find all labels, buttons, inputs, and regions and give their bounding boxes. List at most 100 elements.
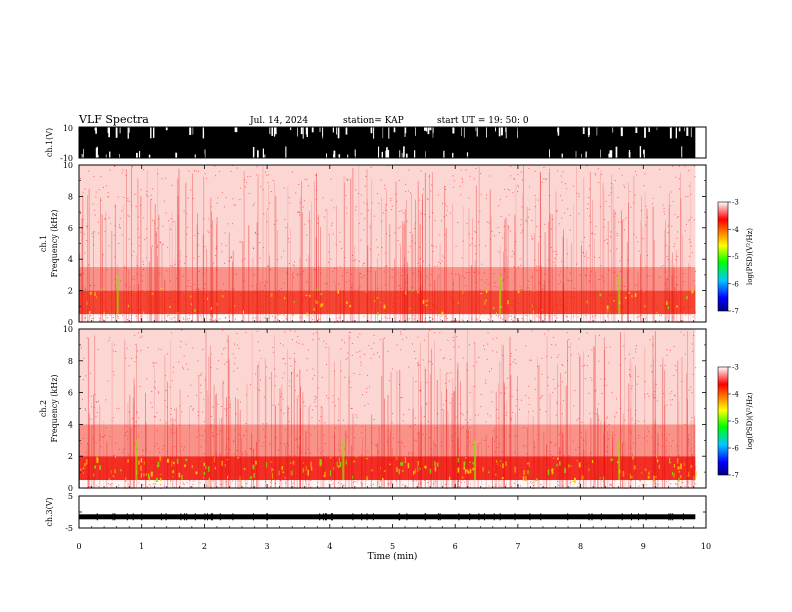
ch1-spec-hotspot (425, 300, 426, 303)
ch2-spec-hotspot (221, 460, 223, 466)
ch2-spec-speckle (580, 330, 582, 332)
ch2-spec-speckle (419, 389, 421, 391)
ch1-spec-streak (351, 282, 353, 322)
ch2-spec-speckle (355, 424, 357, 426)
ch1-waveform-gap (581, 154, 582, 159)
ch1-spec-streak (146, 170, 148, 322)
ch2-spec-speckle (364, 353, 366, 355)
ch1-spec-hotspot (425, 304, 428, 307)
ch2-spec-speckle (499, 485, 501, 487)
ch2-spec-speckle (252, 486, 254, 488)
ch2-spec-speckle (574, 472, 575, 473)
ch1-waveform-gap (139, 151, 141, 158)
ch1-spec-speckle (230, 256, 232, 258)
ch1-spec-speckle (476, 318, 478, 320)
ch1-spec-streak (316, 173, 317, 322)
ch2-spec-streak (412, 408, 414, 488)
ch2-spec-speckle (603, 468, 604, 470)
ch2-spec-streak (533, 441, 535, 488)
ch1-spec-speckle (220, 289, 222, 291)
ch2-spec-speckle (116, 407, 118, 409)
ch2-spec-speckle (234, 343, 235, 345)
ch2-spec-speckle (234, 357, 236, 359)
ch1-spec-speckle (281, 256, 282, 258)
ch2-spec-hotspot (457, 457, 459, 463)
ch1-spec-speckle (141, 280, 143, 282)
ch1-spec-speckle (264, 171, 266, 173)
ch1-spec-speckle (515, 310, 517, 312)
ch2-spec-speckle (457, 442, 459, 444)
ch2-spec-speckle (607, 438, 609, 440)
ch2-spec-speckle (620, 466, 622, 468)
ch2-spec-speckle (198, 375, 200, 377)
ch2-spec-speckle (546, 355, 548, 357)
ch2-spec-speckle (139, 386, 141, 387)
ch1-spec-streak (540, 173, 541, 322)
ch2-spec-hotspot (181, 474, 183, 480)
ch1-spec-speckle (233, 289, 235, 291)
ch2-spec-speckle (307, 448, 309, 450)
ch2-spec-speckle (238, 347, 240, 349)
ch1-spec-speckle (644, 173, 646, 175)
ch1-spec-speckle (247, 176, 249, 178)
ch2-spec-speckle (156, 443, 158, 445)
ch1-spec-streak (548, 221, 550, 322)
ch1-spec-streak (155, 231, 157, 322)
ch2-spec-hotspot (352, 475, 353, 479)
ch2-spec-speckle (131, 465, 133, 467)
ch1-spec-streak (138, 283, 139, 322)
ch1-waveform-gap (290, 127, 292, 131)
ch2-spec-speckle (681, 478, 683, 480)
ch2-spec-speckle (314, 374, 315, 376)
ch2-spec-hotspot (414, 468, 416, 474)
ch1-spec-speckle (214, 320, 216, 322)
ch1-spec-speckle (197, 244, 199, 246)
ch1-spec-speckle (601, 275, 603, 277)
ch2-spec-speckle (632, 357, 634, 359)
ch2-spec-speckle (349, 331, 351, 333)
ch3-waveform-ylabel: ch.3(V) (45, 497, 54, 526)
ch2-spec-speckle (257, 366, 259, 368)
ch1-spec-streak (192, 173, 193, 322)
ch2-spec-streak (499, 361, 501, 488)
ch1-spec-speckle (92, 236, 94, 238)
ch2-spec-streak (494, 426, 496, 488)
ch2-spec-streak (420, 422, 422, 488)
ch1-spec-streak (87, 195, 88, 322)
ch2-spec-speckle (192, 347, 194, 349)
ch2-spec-speckle (627, 471, 629, 473)
ch2-spec-speckle (492, 458, 494, 460)
ch2-spec-streak (455, 386, 457, 488)
ch2-spec-speckle (262, 423, 264, 425)
ch1-spec-speckle (681, 320, 683, 322)
ch2-spec-speckle (594, 390, 596, 392)
ch1-spec-streak (301, 212, 303, 322)
ch2-spec-speckle (497, 447, 499, 449)
ch1-spec-streak (514, 231, 516, 322)
ch2-spec-speckle (217, 467, 219, 469)
ch2-spec-speckle (530, 477, 532, 479)
ch2-spec-streak (275, 405, 276, 488)
ch2-spec-hotspot (86, 459, 88, 465)
ch1-spec-streak (459, 274, 461, 322)
ch2-spec-speckle (629, 430, 631, 432)
ch2-spec-streak (323, 455, 325, 488)
ch1-spec-speckle (363, 301, 364, 303)
ch1-spec-streak (124, 264, 126, 322)
ch2-spec-speckle (120, 478, 122, 480)
ch2-spec-speckle (127, 438, 129, 440)
ch1-spec-speckle (561, 181, 563, 183)
ch2-spec-speckle (458, 486, 460, 488)
ch1-spec-hotspot (284, 297, 286, 300)
ch2-spec-speckle (477, 466, 479, 468)
ch2-spec-speckle (257, 341, 259, 343)
ch2-spec-speckle (158, 348, 160, 350)
ch1-waveform-gap (378, 146, 379, 158)
ch2-spec-streak (220, 453, 222, 488)
ch1-spec-streak (177, 215, 179, 322)
ch2-spec-speckle (689, 458, 691, 460)
ch1-spec-speckle (573, 303, 575, 305)
ch2-spec-speckle (669, 399, 671, 401)
ch1-spec-hotspot (691, 290, 694, 294)
ch2-spec-speckle (491, 466, 493, 468)
